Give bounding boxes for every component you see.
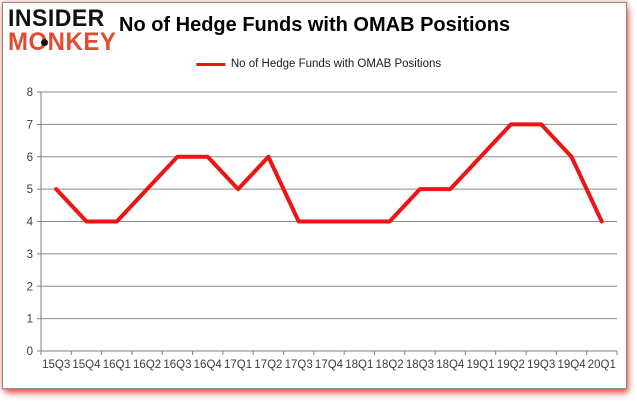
monkey-eye-icon <box>41 39 48 46</box>
legend-label: No of Hedge Funds with OMAB Positions <box>230 58 442 70</box>
insider-monkey-logo: INSIDER MONKEY <box>8 3 117 57</box>
logo-monkey-text: MONKEY <box>8 27 117 57</box>
logo-insider-text: INSIDER <box>8 3 105 32</box>
chart-title: No of Hedge Funds with OMAB Positions <box>119 14 511 36</box>
legend-line-swatch <box>195 62 225 66</box>
legend: No of Hedge Funds with OMAB Positions <box>195 58 442 70</box>
